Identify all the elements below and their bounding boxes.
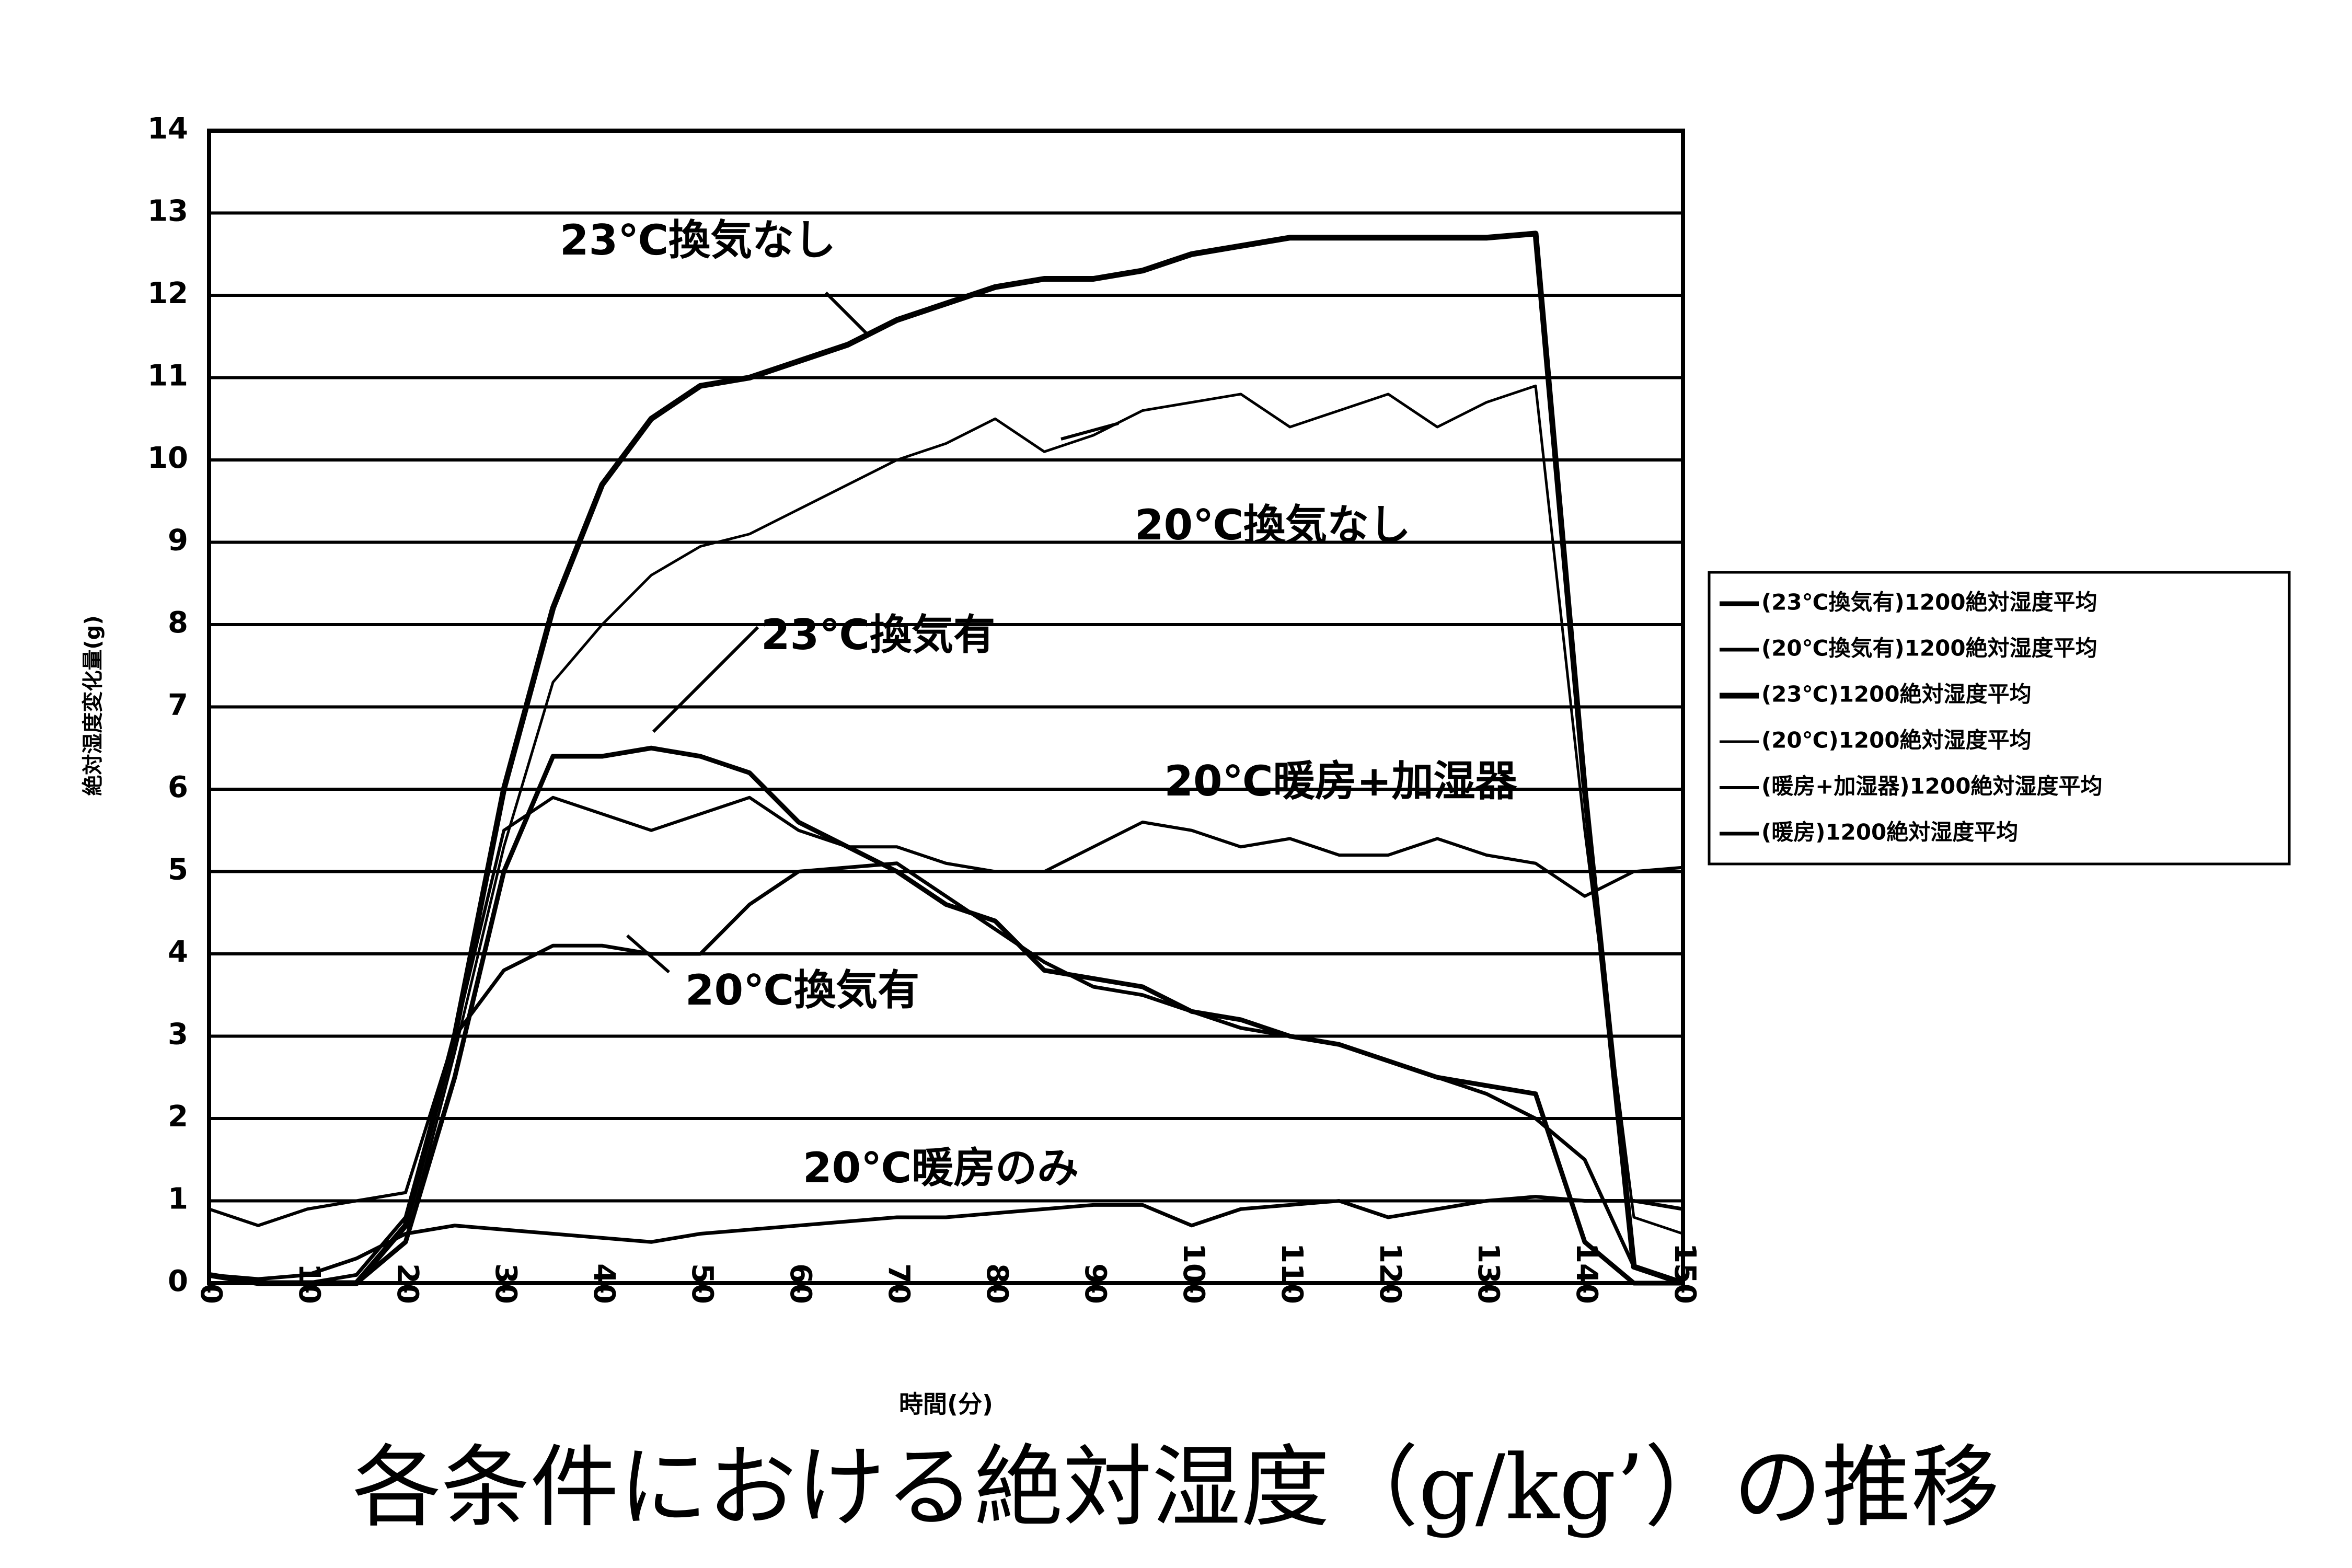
annotation-leader xyxy=(1060,422,1119,441)
series-line xyxy=(209,861,1684,1285)
series-line xyxy=(209,795,1684,1227)
annotation: 23℃換気なし xyxy=(560,216,836,264)
legend-label: (暖房)1200絶対湿度平均 xyxy=(1761,820,2018,845)
y-tick-label: 9 xyxy=(168,524,188,558)
y-tick-label: 3 xyxy=(168,1018,188,1052)
y-tick-label: 11 xyxy=(147,359,188,393)
annotation: 20℃換気なし xyxy=(1135,501,1411,549)
annotation: 20℃暖房+加湿器 xyxy=(1164,757,1517,805)
annotation-leader xyxy=(652,626,759,733)
annotation: 20℃換気有 xyxy=(685,966,919,1014)
series-line xyxy=(209,384,1684,1285)
legend-label: (20℃)1200絶対湿度平均 xyxy=(1761,728,2032,753)
annotation-leader xyxy=(626,934,670,974)
legend-box xyxy=(1708,571,2291,866)
plot-frame xyxy=(207,129,1685,1285)
y-tick-label: 5 xyxy=(168,853,188,887)
chart-caption: 各条件における絶対湿度（g/kg’）の推移 xyxy=(352,1436,2000,1539)
y-tick-label: 8 xyxy=(168,606,188,640)
y-tick-label: 1 xyxy=(168,1182,188,1216)
y-tick-label: 12 xyxy=(147,276,188,310)
y-tick-label: 6 xyxy=(168,770,188,804)
series-line xyxy=(209,745,1683,1286)
x-tick-label: 0 xyxy=(194,1284,228,1304)
x-axis-label: 時間(分) xyxy=(899,1390,993,1419)
legend-label: (20℃換気有)1200絶対湿度平均 xyxy=(1761,636,2097,661)
x-tick-label: 130 xyxy=(1471,1243,1505,1304)
annotation: 20℃暖房のみ xyxy=(803,1144,1079,1192)
annotation: 23℃換気有 xyxy=(761,610,995,659)
y-tick-label: 7 xyxy=(168,688,188,722)
y-tick-label: 14 xyxy=(147,112,188,146)
y-tick-label: 0 xyxy=(168,1264,188,1298)
legend-label: (23℃換気有)1200絶対湿度平均 xyxy=(1761,590,2097,615)
y-tick-label: 2 xyxy=(168,1100,188,1134)
x-tick-label: 110 xyxy=(1275,1243,1309,1304)
x-tick-label: 120 xyxy=(1373,1243,1407,1304)
series-line xyxy=(209,1195,1684,1281)
legend-label: (暖房+加湿器)1200絶対湿度平均 xyxy=(1761,774,2102,799)
y-axis-label: 絶対湿度変化量(g) xyxy=(81,615,105,795)
y-tick-label: 10 xyxy=(147,441,188,475)
y-tick-label: 4 xyxy=(168,935,188,969)
legend-label: (23℃)1200絶対湿度平均 xyxy=(1761,682,2032,707)
annotation-leader xyxy=(824,291,869,336)
x-tick-label: 100 xyxy=(1177,1243,1210,1304)
y-tick-label: 13 xyxy=(147,194,188,228)
